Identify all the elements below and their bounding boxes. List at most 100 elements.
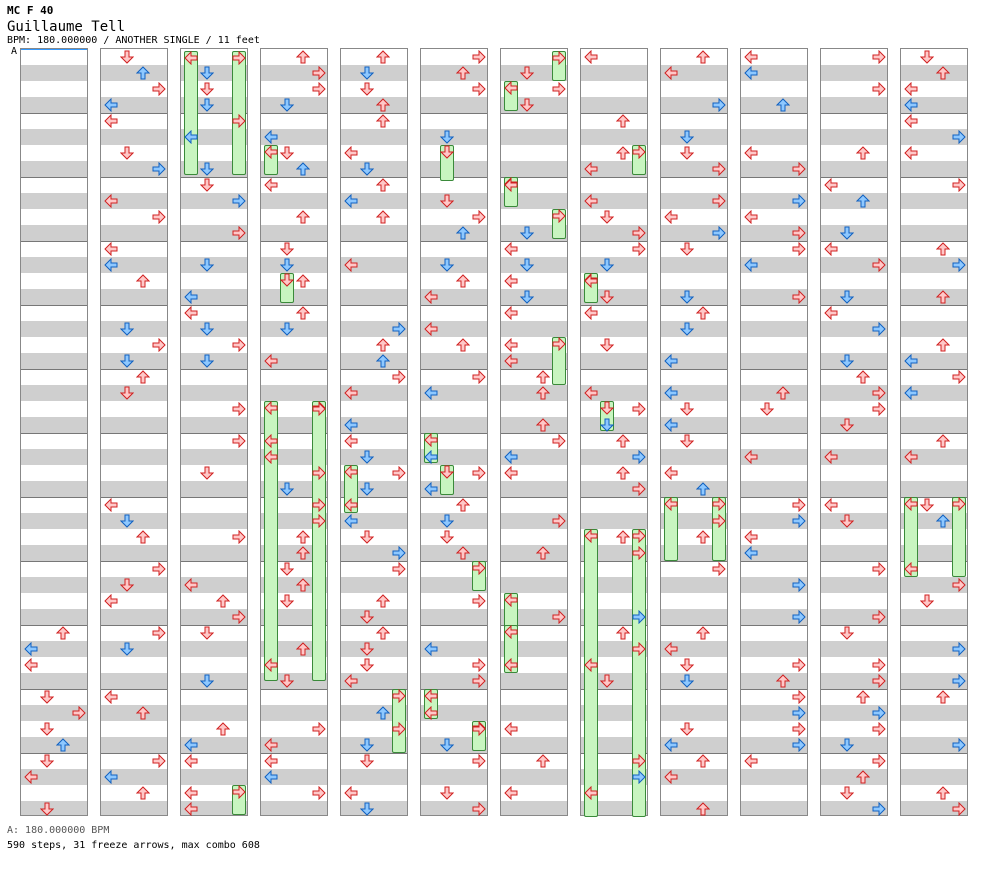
down-arrow-icon xyxy=(520,98,534,112)
left-arrow-icon xyxy=(424,386,438,400)
up-arrow-icon xyxy=(696,50,710,64)
measure-line xyxy=(501,241,567,242)
measure-line xyxy=(261,689,327,690)
right-arrow-icon xyxy=(952,497,966,511)
left-arrow-icon xyxy=(184,290,198,304)
measure-column xyxy=(180,48,248,816)
up-arrow-icon xyxy=(936,514,950,528)
measure-line xyxy=(821,689,887,690)
down-arrow-icon xyxy=(280,674,294,688)
right-arrow-icon xyxy=(632,610,646,624)
left-arrow-icon xyxy=(744,50,758,64)
right-arrow-icon xyxy=(152,82,166,96)
right-arrow-icon xyxy=(952,738,966,752)
left-arrow-icon xyxy=(424,450,438,464)
left-arrow-icon xyxy=(664,466,678,480)
down-arrow-icon xyxy=(360,162,374,176)
measure-column xyxy=(900,48,968,816)
right-arrow-icon xyxy=(792,226,806,240)
left-arrow-icon xyxy=(264,754,278,768)
up-arrow-icon xyxy=(376,594,390,608)
up-arrow-icon xyxy=(376,626,390,640)
right-arrow-icon xyxy=(552,209,566,223)
right-arrow-icon xyxy=(552,514,566,528)
measure-line xyxy=(21,241,87,242)
right-arrow-icon xyxy=(872,82,886,96)
left-arrow-icon xyxy=(584,786,598,800)
down-arrow-icon xyxy=(280,258,294,272)
right-arrow-icon xyxy=(792,658,806,672)
down-arrow-icon xyxy=(440,194,454,208)
left-arrow-icon xyxy=(24,658,38,672)
left-arrow-icon xyxy=(344,386,358,400)
right-arrow-icon xyxy=(952,802,966,816)
right-arrow-icon xyxy=(232,51,246,65)
left-arrow-icon xyxy=(584,529,598,543)
measure-line xyxy=(21,369,87,370)
measure-line xyxy=(421,689,487,690)
left-arrow-icon xyxy=(504,242,518,256)
measure-line xyxy=(501,497,567,498)
left-arrow-icon xyxy=(104,114,118,128)
right-arrow-icon xyxy=(792,706,806,720)
down-arrow-icon xyxy=(280,562,294,576)
down-arrow-icon xyxy=(680,658,694,672)
measure-line xyxy=(581,753,647,754)
right-arrow-icon xyxy=(232,338,246,352)
left-arrow-icon xyxy=(24,770,38,784)
right-arrow-icon xyxy=(792,738,806,752)
left-arrow-icon xyxy=(584,658,598,672)
down-arrow-icon xyxy=(280,146,294,160)
right-arrow-icon xyxy=(952,130,966,144)
measure-line xyxy=(101,753,167,754)
measure-column xyxy=(420,48,488,816)
left-arrow-icon xyxy=(744,258,758,272)
measure-line xyxy=(581,241,647,242)
left-arrow-icon xyxy=(344,498,358,512)
down-arrow-icon xyxy=(120,642,134,656)
right-arrow-icon xyxy=(632,770,646,784)
down-arrow-icon xyxy=(920,50,934,64)
left-arrow-icon xyxy=(184,51,198,65)
right-arrow-icon xyxy=(312,82,326,96)
left-arrow-icon xyxy=(744,530,758,544)
right-arrow-icon xyxy=(552,434,566,448)
measure-line xyxy=(341,369,407,370)
right-arrow-icon xyxy=(232,114,246,128)
right-arrow-icon xyxy=(392,722,406,736)
up-arrow-icon xyxy=(936,434,950,448)
down-arrow-icon xyxy=(40,802,54,816)
up-arrow-icon xyxy=(936,66,950,80)
right-arrow-icon xyxy=(872,258,886,272)
left-arrow-icon xyxy=(744,66,758,80)
down-arrow-icon xyxy=(120,354,134,368)
measure-line xyxy=(581,625,647,626)
measure-line xyxy=(901,433,967,434)
left-arrow-icon xyxy=(184,802,198,816)
down-arrow-icon xyxy=(280,322,294,336)
down-arrow-icon xyxy=(200,82,214,96)
measure-line xyxy=(101,369,167,370)
right-arrow-icon xyxy=(792,722,806,736)
left-arrow-icon xyxy=(584,162,598,176)
left-arrow-icon xyxy=(824,178,838,192)
left-arrow-icon xyxy=(664,386,678,400)
down-arrow-icon xyxy=(360,658,374,672)
measure-column xyxy=(340,48,408,816)
left-arrow-icon xyxy=(104,98,118,112)
right-arrow-icon xyxy=(872,674,886,688)
bpm-marker: A xyxy=(11,46,18,57)
left-arrow-icon xyxy=(344,514,358,528)
down-arrow-icon xyxy=(360,802,374,816)
down-arrow-icon xyxy=(440,530,454,544)
right-arrow-icon xyxy=(712,98,726,112)
measure-line xyxy=(261,433,327,434)
left-arrow-icon xyxy=(344,786,358,800)
up-arrow-icon xyxy=(296,546,310,560)
measure-column xyxy=(100,48,168,816)
left-arrow-icon xyxy=(344,194,358,208)
left-arrow-icon xyxy=(664,210,678,224)
measure-line xyxy=(741,689,807,690)
left-arrow-icon xyxy=(424,706,438,720)
measure-line xyxy=(181,689,247,690)
